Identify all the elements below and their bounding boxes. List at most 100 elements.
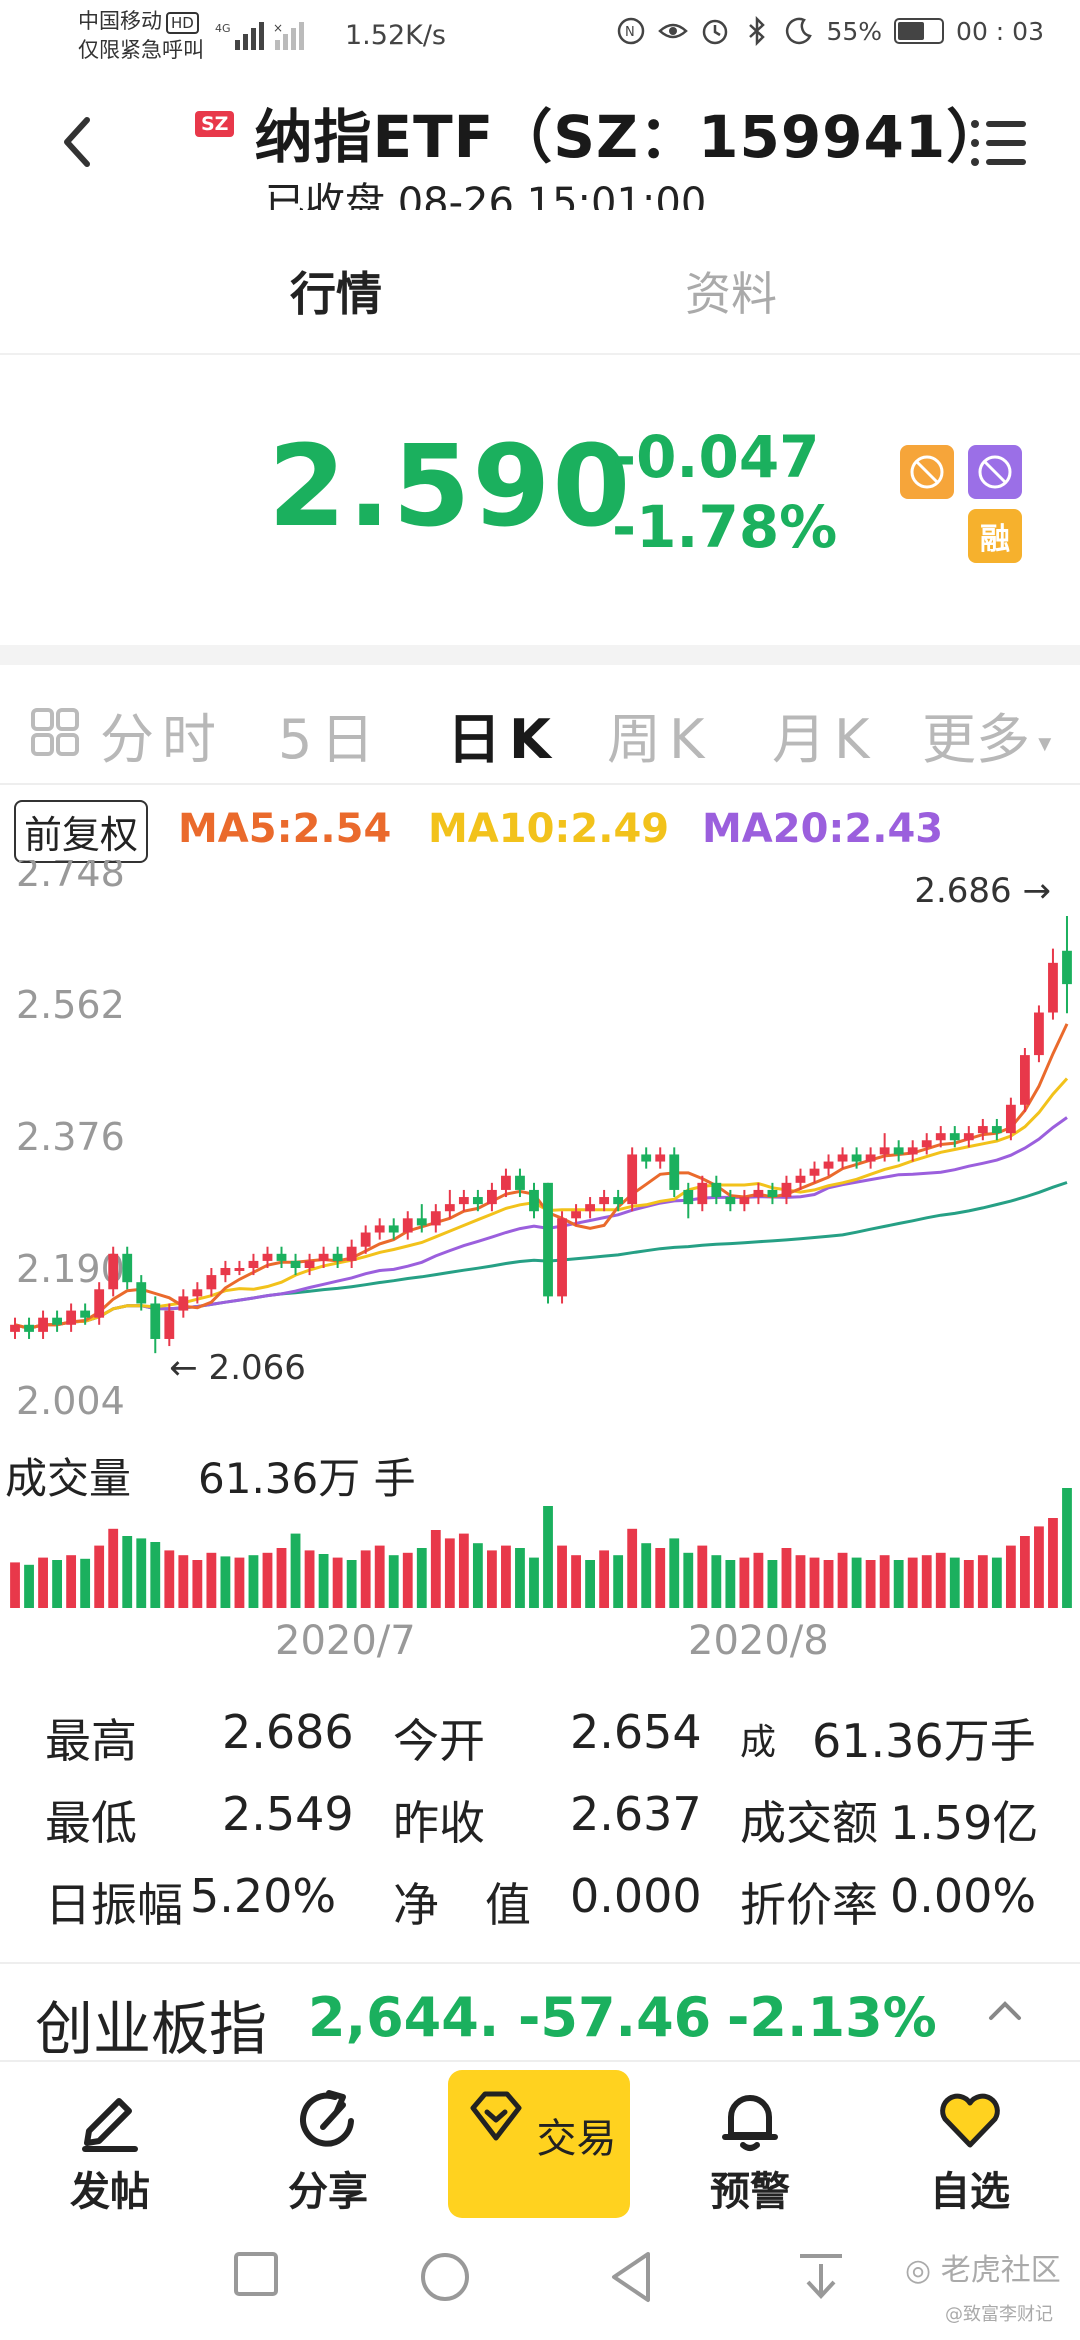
x-axis-label: 2020/7 xyxy=(275,1618,416,1664)
chart-tabs: 分时 5日 日K 周K 月K 更多 ▾ xyxy=(0,665,1080,785)
tab-weekly-k[interactable]: 周K xyxy=(607,708,713,771)
volume-bar xyxy=(136,1538,147,1608)
volume-bar xyxy=(430,1530,441,1608)
candle-body xyxy=(809,1168,820,1176)
index-value: 2,644. xyxy=(308,1986,500,2049)
data-saver-icon: N xyxy=(618,17,645,45)
candle-body xyxy=(304,1260,315,1268)
candle-body xyxy=(991,1126,1002,1134)
candle-body xyxy=(472,1197,483,1205)
index-ticker[interactable]: 创业板指 2,644. -57.46 -2.13% xyxy=(0,1962,1080,2063)
volume-bar xyxy=(248,1555,259,1608)
back-icon[interactable] xyxy=(608,2250,656,2304)
volume-bar xyxy=(515,1548,525,1608)
volume-chart[interactable] xyxy=(0,1480,1080,1610)
candle-body xyxy=(192,1289,203,1297)
tab-intraday[interactable]: 分时 xyxy=(100,708,224,771)
candle-body xyxy=(1062,950,1072,985)
candle-body xyxy=(346,1246,357,1261)
notification-down-icon[interactable] xyxy=(796,2250,846,2304)
nav-watchlist[interactable]: 自选 xyxy=(890,2085,1050,2217)
y-tick-label: 2.748 xyxy=(16,860,125,895)
volume-bar xyxy=(304,1550,315,1608)
network-speed: 1.52K/s xyxy=(345,20,446,51)
volume-bar xyxy=(472,1543,483,1608)
nav-share[interactable]: 分享 xyxy=(248,2085,408,2217)
bluetooth-icon xyxy=(749,16,766,46)
tab-monthly-k[interactable]: 月K xyxy=(772,708,878,771)
volume-bar xyxy=(557,1545,567,1608)
volume-bar xyxy=(262,1552,273,1608)
volume-bar xyxy=(318,1554,329,1608)
candle-body xyxy=(655,1154,666,1162)
candle-body xyxy=(837,1154,848,1162)
recents-icon[interactable] xyxy=(232,2250,280,2298)
candle-body xyxy=(108,1253,119,1290)
volume-bar xyxy=(1034,1526,1044,1608)
candle-body xyxy=(697,1182,708,1205)
candle-body xyxy=(276,1253,287,1261)
nav-post[interactable]: 发帖 xyxy=(30,2085,190,2217)
stat-label: 日振幅 xyxy=(45,1878,183,1932)
tab-daily-k[interactable]: 日K xyxy=(447,708,559,771)
diamond-icon xyxy=(470,2091,522,2141)
carrier-name: 中国移动 xyxy=(78,9,162,33)
volume-bar xyxy=(360,1550,371,1608)
grid-icon[interactable] xyxy=(30,707,80,757)
tab-more[interactable]: 更多 ▾ xyxy=(922,695,1051,774)
volume-bar xyxy=(991,1557,1002,1608)
volume-bar xyxy=(795,1555,806,1608)
stat-value: 5.20% xyxy=(190,1869,337,1923)
volume-bar xyxy=(1048,1518,1058,1608)
volume-bar xyxy=(402,1552,413,1608)
candle-body xyxy=(136,1282,147,1304)
volume-bar xyxy=(206,1552,217,1608)
adjust-toggle[interactable]: 前复权 xyxy=(14,800,149,863)
stat-label: 昨收 xyxy=(393,1796,485,1850)
tab-quote[interactable]: 行情 xyxy=(290,267,382,321)
volume-bar xyxy=(444,1538,455,1608)
candle-body xyxy=(823,1161,834,1169)
volume-bar xyxy=(416,1548,427,1608)
volume-bar xyxy=(977,1555,988,1608)
nav-alert-label: 预警 xyxy=(710,2169,790,2215)
nav-trade[interactable]: 交易 xyxy=(448,2070,630,2218)
volume-bar xyxy=(234,1557,245,1608)
volume-bar xyxy=(949,1557,960,1608)
stat-value: 61.36万手 xyxy=(812,1714,1036,1768)
candle-body xyxy=(486,1189,497,1205)
volume-bar xyxy=(767,1560,778,1608)
main-tabs: 行情 资料 xyxy=(0,240,1080,355)
volume-bar xyxy=(1005,1545,1016,1608)
share-icon xyxy=(300,2090,354,2147)
volume-bar xyxy=(388,1555,399,1608)
svg-text:N: N xyxy=(625,25,635,40)
stats-panel: 最高 2.686 今开 2.654 成 61.36万手 最低 2.549 昨收 … xyxy=(0,1705,1080,1955)
menu-icon[interactable] xyxy=(970,118,1026,168)
candle-body xyxy=(613,1197,624,1205)
back-arrow-icon[interactable] xyxy=(55,112,105,172)
kline-chart[interactable]: 2.748 2.562 2.376 2.190 2.004 2.686 → ← 2.066 xyxy=(0,860,1080,1430)
candle-body xyxy=(402,1218,413,1233)
candle-body xyxy=(220,1268,231,1276)
volume-bar xyxy=(669,1538,680,1608)
volume-bar xyxy=(529,1557,539,1608)
tab-five-day[interactable]: 5日 xyxy=(278,708,383,771)
candle-body xyxy=(1048,962,1058,1013)
volume-bar xyxy=(543,1506,553,1608)
price-change: -0.047 -1.78% xyxy=(612,422,837,562)
battery-icon xyxy=(894,18,945,44)
volume-bar xyxy=(697,1545,708,1608)
volume-bar xyxy=(486,1550,497,1608)
watermark: ◎ 老虎社区 xyxy=(905,2245,1061,2289)
stat-label: 最高 xyxy=(45,1714,137,1768)
candle-body xyxy=(949,1133,960,1141)
home-icon[interactable] xyxy=(418,2250,472,2304)
candle-body xyxy=(935,1133,946,1141)
chevron-up-icon[interactable] xyxy=(985,1994,1025,2024)
tab-profile[interactable]: 资料 xyxy=(685,267,777,321)
nav-alert[interactable]: 预警 xyxy=(670,2085,830,2217)
stat-value: 0.00% xyxy=(890,1869,1037,1923)
volume-bar xyxy=(781,1548,792,1608)
volume-bar xyxy=(80,1558,91,1608)
